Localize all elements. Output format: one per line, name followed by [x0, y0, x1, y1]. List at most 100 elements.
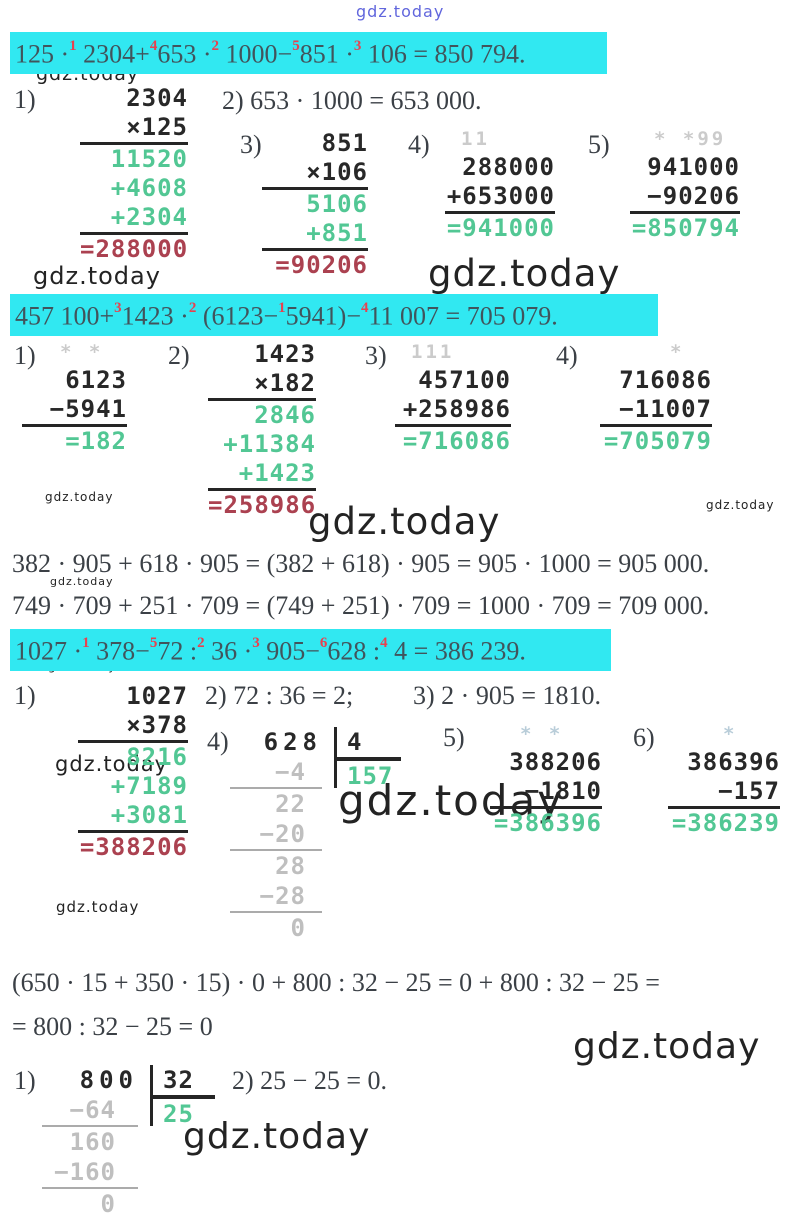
column-subtraction-6123-5941: * * 6123 −5941 =182: [22, 339, 127, 456]
watermark: gdz.today: [428, 252, 621, 295]
result-row: =288000: [80, 235, 189, 263]
division-bracket: 32 25: [150, 1065, 215, 1128]
carry-marks: 11: [461, 128, 490, 150]
equation-segment: 36 ·: [204, 636, 253, 666]
step-label: 3): [365, 341, 387, 370]
watermark: gdz.today: [45, 490, 114, 504]
partial-product-row: +11384: [223, 430, 316, 458]
result-row: =716086: [402, 427, 511, 455]
watermark: gdz.today: [338, 776, 565, 825]
equation-segment: (6123−: [196, 301, 279, 331]
subtrahend-row: −5941: [22, 395, 127, 427]
equation-segment: 628 :: [327, 636, 381, 666]
subtrahend-row: −157: [668, 777, 780, 809]
highlighted-equation-3: 1027 ·1 378−572 :2 36 ·3 905−6628 :4 4 =…: [10, 629, 611, 671]
column-multiplication-2304x125: 2304 ×125 11520 +4608 +2304 =288000: [80, 84, 188, 264]
result-row: =850794: [631, 214, 740, 242]
step-equation: 2) 25 − 25 = 0.: [232, 1066, 387, 1095]
partial-product-row: +1423: [208, 459, 316, 491]
step-label: 5): [588, 130, 610, 159]
order-superscript: 6: [319, 635, 328, 651]
step-label: 4): [556, 341, 578, 370]
carry-marks: 111: [411, 341, 455, 363]
identity-equation: 749 · 709 + 251 · 709 = (749 + 251) · 70…: [12, 591, 710, 620]
order-superscript: 5: [292, 38, 300, 54]
divisor: 32: [153, 1065, 215, 1099]
carry-marks: *: [723, 723, 738, 745]
dividend: 628: [263, 728, 322, 756]
quotient: 157: [347, 762, 394, 790]
equation-segment: 1000−: [219, 39, 293, 69]
step-label: 4): [207, 727, 229, 756]
equation-segment: 106 = 850 794.: [361, 39, 526, 69]
watermark: gdz.today: [308, 500, 501, 543]
site-logo: gdz.today: [356, 2, 445, 21]
column-subtraction-388206-1810: * * 388206 −1810 =386396: [490, 721, 602, 838]
order-superscript: 1: [82, 635, 90, 651]
order-superscript: 5: [149, 635, 158, 651]
result-row: =258986: [208, 491, 317, 519]
order-superscript: 4: [149, 38, 158, 54]
order-superscript: 2: [188, 300, 197, 316]
highlighted-equation-1: 125 ·1 2304+4653 ·2 1000−5851 ·3 106 = 8…: [10, 32, 607, 74]
equation-segment: 851 ·: [299, 39, 354, 69]
carry-marks: * *99: [654, 128, 727, 150]
column-addition-457100+258986: 111 457100 +258986 =716086: [395, 339, 511, 456]
division-work-row: 0: [290, 914, 306, 942]
column-multiplication-1423x182: 1423 ×182 2846 +11384 +1423 =258986: [208, 340, 316, 520]
step-label: 6): [633, 723, 655, 752]
equation-segment: 905−: [259, 636, 320, 666]
column-subtraction-716086-11007: * 716086 −11007 =705079: [600, 339, 712, 456]
division-work-row: −28: [230, 881, 322, 913]
addend-row: +258986: [395, 395, 511, 427]
step-label: 3): [240, 130, 262, 159]
partial-product-row: +851: [262, 219, 368, 251]
step-label: 1): [14, 681, 36, 710]
step-label: 5): [443, 723, 465, 752]
column-multiplication-1027x378: 1027 ×378 8216 +7189 +3081 =388206: [78, 682, 188, 862]
quotient: 25: [163, 1100, 194, 1128]
equation-segment: 11 007 = 705 079.: [368, 301, 558, 331]
step-label: 4): [408, 130, 430, 159]
watermark: gdz.today: [183, 1116, 371, 1157]
order-superscript: 1: [69, 38, 77, 54]
carry-marks: *: [670, 341, 685, 363]
addend-row: 288000: [462, 153, 555, 181]
order-superscript: 4: [380, 635, 388, 651]
partial-product-row: +4608: [110, 174, 188, 202]
order-superscript: 4: [361, 300, 369, 316]
long-division-628-by-4: 628 −4 22 −20 28 −28 0: [230, 727, 322, 943]
partial-product-row: 8216: [126, 743, 188, 771]
multiplicand-row: 1027: [126, 682, 188, 710]
order-superscript: 1: [278, 300, 286, 316]
divisor: 4: [337, 727, 401, 761]
partial-product-row: +2304: [80, 203, 188, 235]
equation-segment: 4 = 386 239.: [387, 636, 526, 666]
dividend: 800: [79, 1066, 138, 1094]
watermark: gdz.today: [33, 262, 161, 290]
step-equation: 3) 2 · 905 = 1810.: [413, 681, 601, 710]
subtrahend-row: −11007: [600, 395, 712, 427]
multiplier-row: ×125: [80, 113, 188, 145]
equation-segment: 2304+: [76, 39, 150, 69]
division-bracket: 4 157: [334, 727, 401, 790]
result-row: =941000: [446, 214, 555, 242]
multiplicand-row: 1423: [254, 340, 316, 368]
result-row: =90206: [275, 251, 368, 279]
identity-equation: 382 · 905 + 618 · 905 = (382 + 618) · 90…: [12, 549, 710, 578]
subtrahend-row: −90206: [630, 182, 740, 214]
order-superscript: 2: [211, 38, 220, 54]
column-addition-288000+653000: 11 288000 +653000 =941000: [445, 126, 555, 243]
expression-line: = 800 : 32 − 25 = 0: [12, 1012, 213, 1041]
carry-marks: * *: [60, 341, 104, 363]
expression-line: (650 · 15 + 350 · 15) · 0 + 800 : 32 − 2…: [12, 968, 660, 997]
step-label: 1): [14, 1066, 36, 1095]
multiplier-row: ×182: [208, 369, 316, 401]
order-superscript: 3: [353, 38, 362, 54]
watermark: gdz.today: [706, 498, 775, 512]
equation-segment: 1027 ·: [15, 636, 83, 666]
division-work-row: 22: [275, 790, 306, 818]
step-equation: 2) 72 : 36 = 2;: [205, 681, 354, 710]
minuend-row: 716086: [619, 366, 712, 394]
